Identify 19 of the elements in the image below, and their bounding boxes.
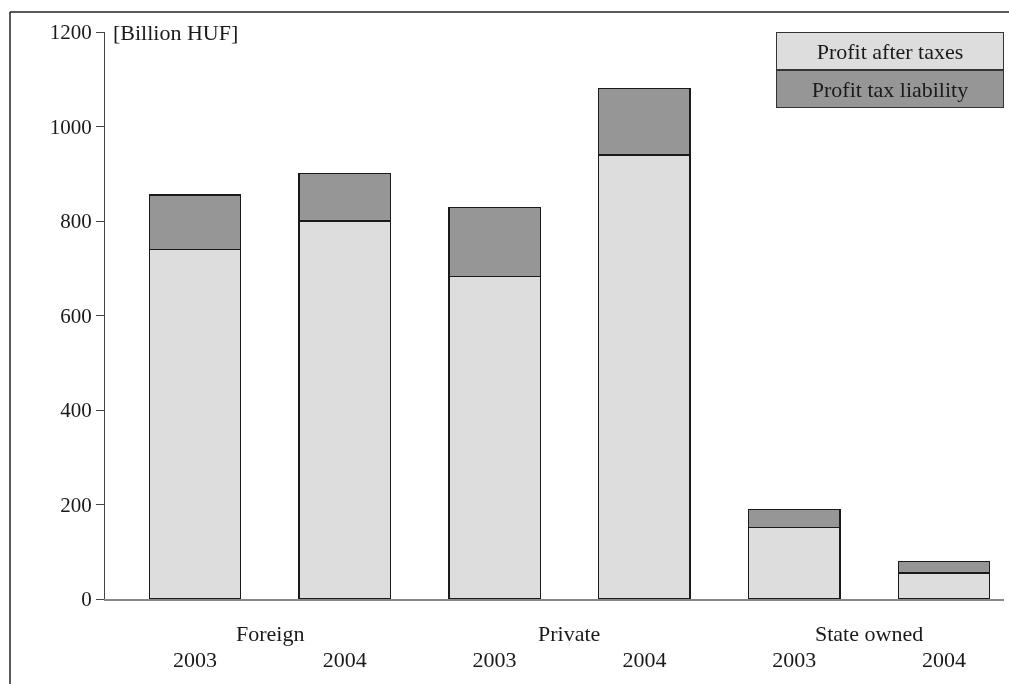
x-tick-label: 2003 (772, 647, 817, 673)
y-tick-label: 600 (60, 303, 92, 328)
x-tick-label: 2004 (922, 647, 967, 673)
x-tick-label: 2004 (322, 647, 367, 673)
x-tick-label: 2003 (172, 647, 217, 673)
y-tick-label: 400 (60, 398, 92, 423)
text: Profit after taxes (816, 38, 964, 64)
text: Private (538, 621, 601, 646)
text: Profit tax liability (811, 76, 969, 102)
y-tick-label: 0 (81, 587, 92, 612)
y-axis-title: [Billion HUF] (113, 20, 239, 45)
text: Foreign (236, 621, 305, 646)
x-tick-label: 2003 (472, 647, 517, 673)
x-tick-label: 2004 (622, 647, 667, 673)
y-tick-label: 800 (60, 209, 92, 234)
y-tick-label: 1200 (49, 20, 92, 45)
y-tick-label: 200 (60, 492, 92, 517)
text: State owned (815, 621, 924, 646)
y-tick-label: 1000 (49, 114, 92, 139)
